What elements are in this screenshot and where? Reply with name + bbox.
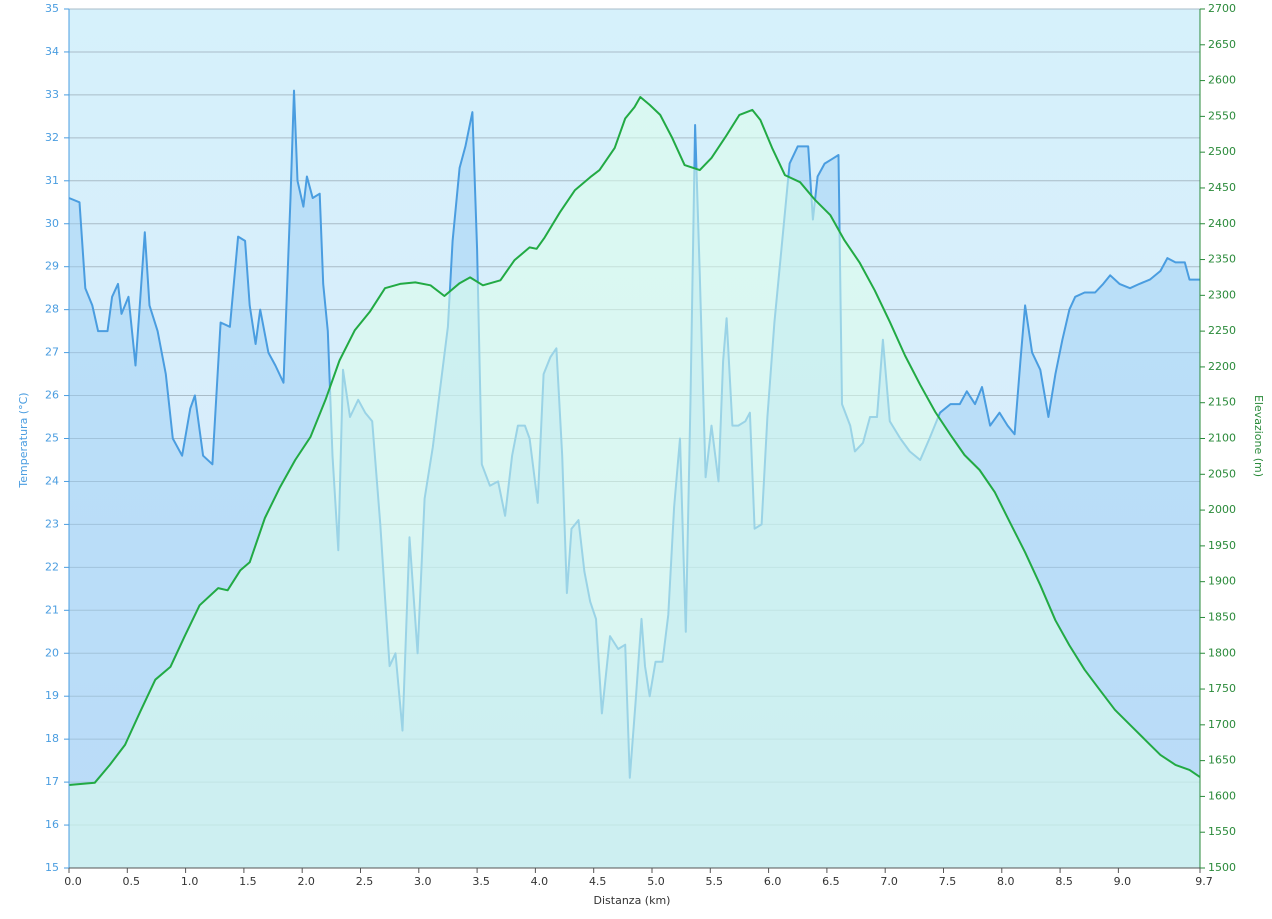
y2-axis-label: Elevazione (m)	[1252, 395, 1265, 477]
y2-tick-label: 1650	[1208, 754, 1236, 767]
x-tick-label: 6.0	[764, 875, 782, 888]
x-tick-label: 3.5	[472, 875, 490, 888]
x-tick-label: 2.0	[297, 875, 315, 888]
y-tick-label: 19	[45, 689, 59, 702]
y2-tick-label: 2000	[1208, 503, 1236, 516]
y-tick-label: 23	[45, 517, 59, 530]
y2-tick-label: 2500	[1208, 145, 1236, 158]
y-tick-label: 24	[45, 474, 59, 487]
y-tick-label: 34	[45, 45, 59, 58]
y2-tick-label: 1550	[1208, 825, 1236, 838]
x-tick-label: 8.0	[997, 875, 1015, 888]
y2-tick-label: 2400	[1208, 217, 1236, 230]
y-tick-label: 30	[45, 217, 59, 230]
y2-tick-label: 1850	[1208, 610, 1236, 623]
y-tick-label: 32	[45, 131, 59, 144]
y-tick-label: 27	[45, 346, 59, 359]
y-tick-label: 21	[45, 603, 59, 616]
x-tick-label: 6.5	[822, 875, 840, 888]
y-tick-label: 28	[45, 303, 59, 316]
x-tick-label: 2.5	[356, 875, 374, 888]
y-axis-label: Temperatura (°C)	[17, 392, 30, 488]
y2-tick-label: 2300	[1208, 288, 1236, 301]
y2-tick-label: 2450	[1208, 181, 1236, 194]
y-tick-label: 20	[45, 646, 59, 659]
line	[68, 96, 1201, 786]
area	[69, 97, 1200, 868]
x-tick-label: 4.5	[589, 875, 607, 888]
x-tick-label: 7.5	[939, 875, 957, 888]
y2-tick-label: 2550	[1208, 109, 1236, 122]
y2-tick-label: 2150	[1208, 396, 1236, 409]
y2-tick-label: 1750	[1208, 682, 1236, 695]
y2-tick-label: 2250	[1208, 324, 1236, 337]
y2-tick-label: 2600	[1208, 74, 1236, 87]
x-tick-label: 0.0	[64, 875, 82, 888]
y2-tick-label: 2650	[1208, 38, 1236, 51]
y2-tick-label: 2350	[1208, 253, 1236, 266]
y-tick-label: 29	[45, 260, 59, 273]
y2-tick-label: 1600	[1208, 789, 1236, 802]
y2-tick-label: 2200	[1208, 360, 1236, 373]
y2-tick-label: 1500	[1208, 861, 1236, 874]
y2-tick-label: 1950	[1208, 539, 1236, 552]
x-tick-label: 1.5	[239, 875, 257, 888]
y2-tick-label: 1700	[1208, 718, 1236, 731]
y-tick-label: 15	[45, 861, 59, 874]
x-tick-label: 8.5	[1055, 875, 1073, 888]
x-tick-label: 5.5	[706, 875, 724, 888]
y-tick-label: 33	[45, 88, 59, 101]
x-axis-label: Distanza (km)	[594, 894, 671, 907]
y-tick-label: 31	[45, 174, 59, 187]
x-tick-label: 7.0	[880, 875, 898, 888]
y-tick-label: 22	[45, 560, 59, 573]
y2-tick-label: 1900	[1208, 575, 1236, 588]
x-tick-label: 9.7	[1195, 875, 1213, 888]
y-tick-label: 18	[45, 732, 59, 745]
x-tick-label: 5.0	[647, 875, 665, 888]
x-tick-label: 4.0	[531, 875, 549, 888]
x-tick-label: 1.0	[181, 875, 199, 888]
y-tick-label: 16	[45, 818, 59, 831]
x-tick-label: 0.5	[123, 875, 141, 888]
y2-tick-label: 1800	[1208, 646, 1236, 659]
y-tick-label: 17	[45, 775, 59, 788]
y-tick-label: 26	[45, 389, 59, 402]
y2-tick-label: 2100	[1208, 432, 1236, 445]
y-tick-label: 35	[45, 2, 59, 15]
y-tick-label: 25	[45, 432, 59, 445]
x-tick-label: 3.0	[414, 875, 432, 888]
y2-tick-label: 2700	[1208, 2, 1236, 15]
x-tick-label: 9.0	[1114, 875, 1132, 888]
y2-tick-label: 2050	[1208, 467, 1236, 480]
